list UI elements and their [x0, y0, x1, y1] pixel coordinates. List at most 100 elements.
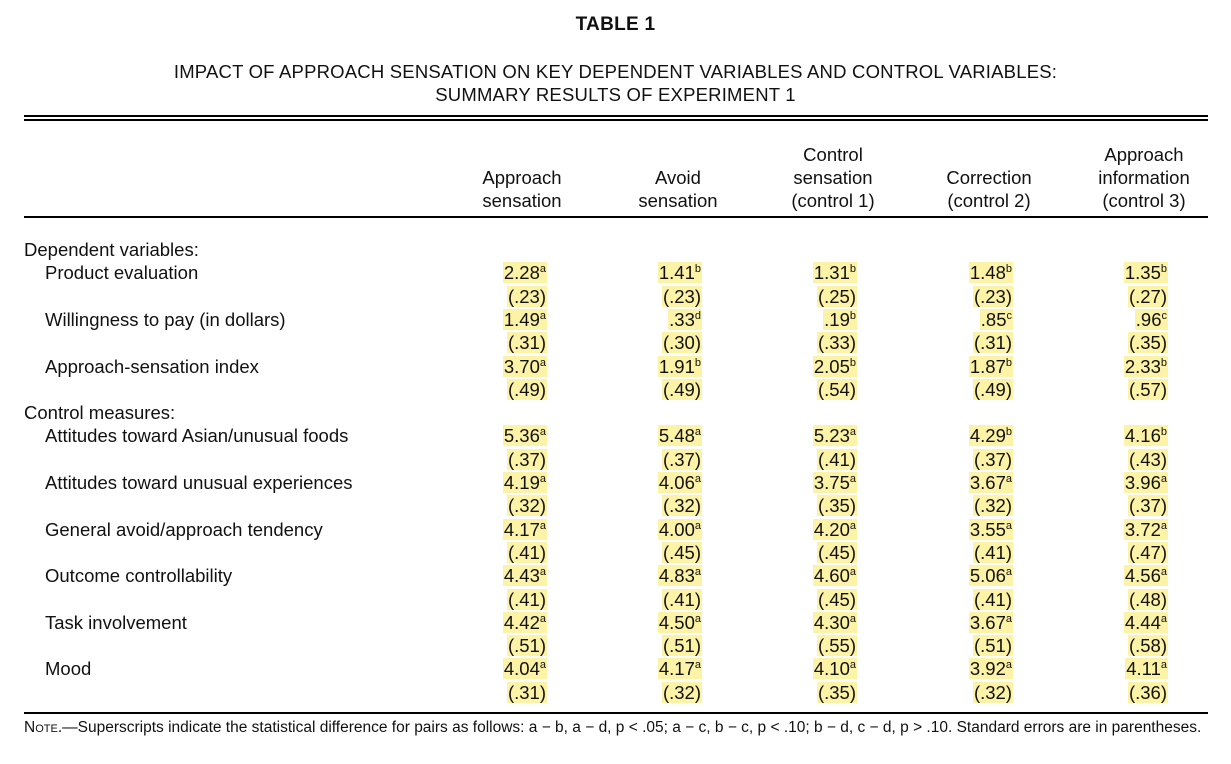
mean-cell: 3.67a — [893, 611, 1013, 634]
se-cell: (.45) — [582, 541, 702, 564]
significance-superscript: a — [539, 356, 546, 369]
se-cell: (.48) — [1048, 588, 1168, 611]
significance-superscript: a — [694, 659, 701, 672]
standard-error: (.45) — [816, 541, 857, 563]
se-cell: (.41) — [427, 588, 547, 611]
significance-superscript: a — [539, 566, 546, 579]
se-cell: (.32) — [893, 681, 1013, 704]
se-cell: (.58) — [1048, 634, 1168, 657]
mean-highlight: 4.29b — [968, 425, 1013, 447]
se-cell: (.31) — [427, 331, 547, 354]
significance-superscript: a — [1160, 519, 1167, 532]
mean-value: 4.50 — [658, 611, 695, 633]
mean-highlight: 4.10a — [812, 658, 857, 680]
mean-highlight: 4.50a — [657, 611, 702, 633]
column-header-line: Approach — [1104, 144, 1184, 165]
significance-superscript: a — [1005, 519, 1012, 532]
significance-superscript: a — [539, 309, 546, 322]
se-cell: (.45) — [737, 588, 857, 611]
column-header-line: Correction — [946, 167, 1032, 188]
mean-highlight: 1.48b — [968, 262, 1013, 284]
se-cell: (.49) — [427, 378, 547, 401]
standard-error: (.32) — [661, 681, 702, 703]
mean-value: 4.00 — [658, 518, 695, 540]
mean-value: 3.96 — [1124, 472, 1161, 493]
se-cell: (.25) — [737, 285, 857, 308]
column-header-line: (control 1) — [791, 190, 875, 211]
mean-cell: 4.10a — [737, 657, 857, 680]
se-cell: (.45) — [737, 541, 857, 564]
standard-error: (.31) — [972, 332, 1013, 354]
significance-superscript: b — [1160, 426, 1167, 439]
column-header-line: sensation — [482, 190, 562, 211]
standard-error: (.37) — [972, 448, 1013, 470]
mean-highlight: 3.67a — [968, 472, 1013, 493]
mean-value: 1.35 — [1124, 262, 1161, 284]
significance-superscript: a — [694, 473, 701, 485]
se-cell: (.51) — [582, 634, 702, 657]
significance-superscript: a — [539, 426, 546, 439]
mean-highlight: 3.92a — [968, 658, 1013, 680]
mean-value: 5.36 — [503, 425, 540, 447]
mean-cell: 4.56a — [1048, 564, 1168, 587]
mean-value: 4.43 — [503, 565, 540, 587]
mean-value: 3.72 — [1124, 518, 1161, 540]
standard-error: (.41) — [816, 448, 857, 470]
se-cell: (.32) — [427, 494, 547, 517]
standard-error: (.32) — [972, 495, 1013, 517]
mean-highlight: 3.55a — [968, 518, 1013, 540]
mean-value: 4.06 — [658, 472, 695, 493]
standard-error: (.32) — [661, 495, 702, 517]
mean-cell: 4.06a — [582, 471, 702, 494]
mean-value: 1.41 — [658, 262, 695, 284]
mean-value: .19 — [824, 308, 850, 330]
mean-value: 1.48 — [969, 262, 1006, 284]
mean-cell: 3.70a — [427, 355, 547, 378]
mean-cell: .33d — [582, 308, 702, 331]
mean-cell: 3.75a — [737, 471, 857, 494]
significance-superscript: a — [849, 659, 856, 672]
table-subtitle: IMPACT OF APPROACH SENSATION ON KEY DEPE… — [0, 60, 1231, 106]
mean-value: 4.20 — [813, 518, 850, 540]
mean-cell: 4.04a — [427, 657, 547, 680]
mean-highlight: 4.20a — [812, 518, 857, 540]
mean-highlight: 4.83a — [657, 565, 702, 587]
se-cell: (.23) — [582, 285, 702, 308]
mean-cell: 4.60a — [737, 564, 857, 587]
mean-highlight: 5.36a — [502, 425, 547, 447]
significance-superscript: a — [694, 612, 701, 625]
significance-superscript: c — [1161, 309, 1168, 322]
mean-cell: 4.11a — [1048, 657, 1168, 680]
significance-superscript: b — [849, 356, 856, 369]
mean-cell: 4.17a — [582, 657, 702, 680]
significance-superscript: a — [539, 612, 546, 625]
mean-highlight: 1.35b — [1123, 262, 1168, 284]
mean-highlight: 4.44a — [1123, 611, 1168, 633]
se-cell: (.37) — [427, 448, 547, 471]
mean-value: 3.70 — [503, 355, 540, 377]
significance-superscript: a — [849, 566, 856, 579]
mean-value: 3.55 — [969, 518, 1006, 540]
row-label: Outcome controllability — [45, 565, 233, 587]
mean-value: 3.67 — [969, 611, 1006, 633]
significance-superscript: a — [1160, 612, 1167, 625]
significance-superscript: c — [1006, 309, 1013, 322]
mean-cell: 1.35b — [1048, 261, 1168, 284]
note-text: .—Superscripts indicate the statistical … — [57, 719, 1202, 736]
mean-highlight: .96c — [1134, 308, 1168, 330]
significance-superscript: d — [694, 309, 701, 322]
mean-highlight: 1.41b — [657, 262, 702, 284]
standard-error: (.49) — [506, 378, 547, 400]
mean-highlight: 2.28a — [502, 262, 547, 284]
standard-error: (.33) — [816, 332, 857, 354]
column-header-4: Correction (control 2) — [914, 140, 1064, 212]
mean-highlight: 2.05b — [812, 355, 857, 377]
significance-superscript: b — [1160, 356, 1167, 369]
mean-cell: 1.87b — [893, 355, 1013, 378]
significance-superscript: a — [849, 612, 856, 625]
mean-cell: 4.50a — [582, 611, 702, 634]
standard-error: (.31) — [506, 332, 547, 354]
se-cell: (.31) — [427, 681, 547, 704]
mean-value: .96 — [1135, 308, 1162, 330]
mean-value: 5.06 — [969, 565, 1006, 587]
